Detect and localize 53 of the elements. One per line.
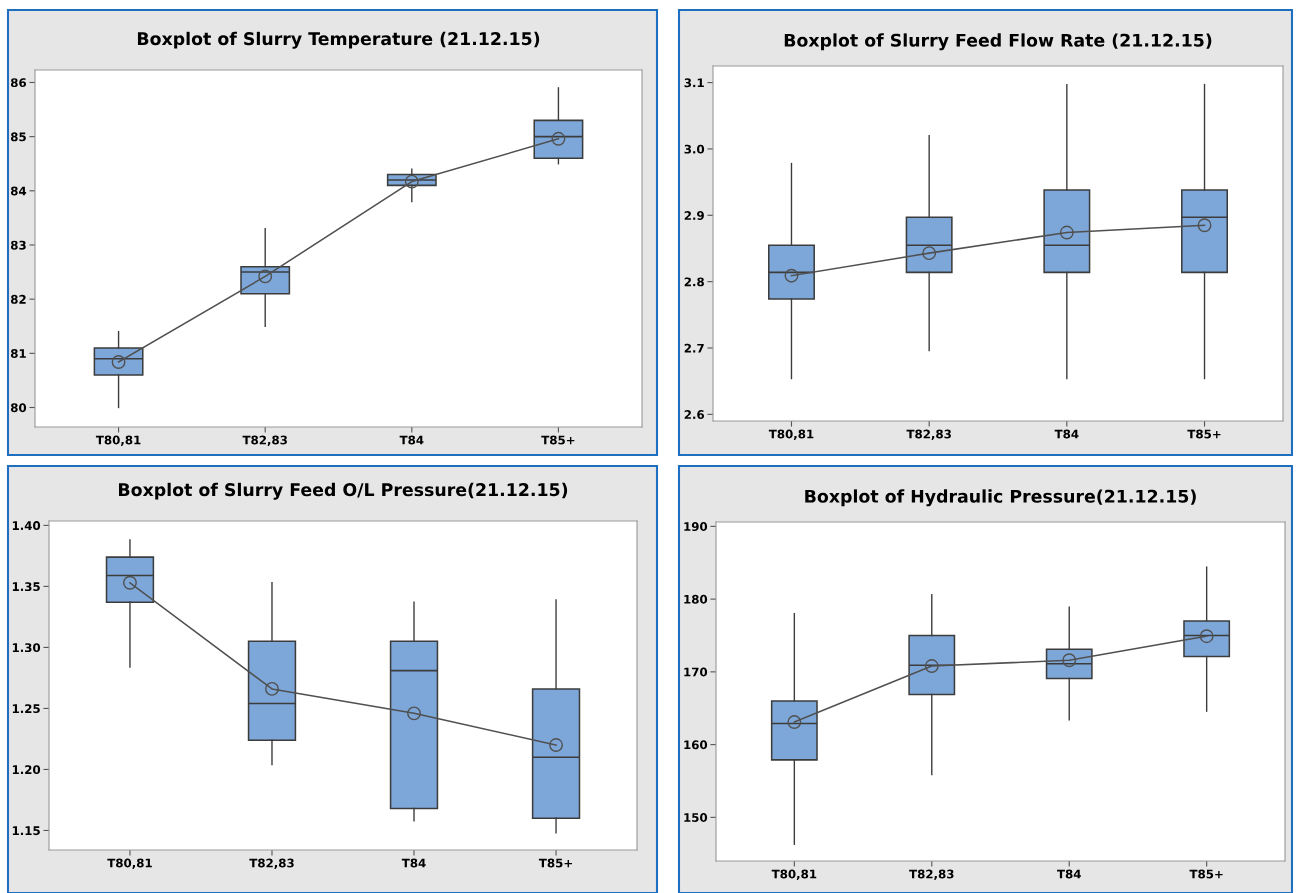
x-tick-label: T80,81 <box>768 429 814 440</box>
x-tick-label: T85+ <box>541 435 575 445</box>
y-tick-label: 80 <box>10 403 27 413</box>
point <box>1059 225 1074 240</box>
point <box>404 174 419 189</box>
x-tick-label: T85+ <box>1187 429 1221 439</box>
y-tick-label: 83 <box>10 240 26 250</box>
x-tick-label: T85+ <box>1189 869 1223 879</box>
y-tick-label: 180 <box>684 594 708 604</box>
x-tick-label: T82,83 <box>242 435 287 446</box>
y-tick-label: 2.9 <box>684 211 704 220</box>
x-tick-label: T80,81 <box>95 435 141 446</box>
point <box>924 659 939 673</box>
x-tick-label: T80,81 <box>107 858 152 869</box>
y-tick-label: 81 <box>10 349 26 358</box>
x-tick-label: T84 <box>399 435 424 445</box>
y-tick-label: 1.20 <box>12 765 41 775</box>
y-tick-label: 150 <box>684 813 708 822</box>
y-tick-label: 1.35 <box>12 582 40 592</box>
x-tick-label: T82,83 <box>906 429 951 440</box>
point <box>922 246 937 261</box>
x-tick-label: T84 <box>401 858 426 868</box>
y-tick-label: 1.40 <box>12 521 41 531</box>
x-tick-label: T84 <box>1054 429 1079 439</box>
x-tick-label: T84 <box>1057 869 1081 879</box>
y-tick-label: 82 <box>10 294 26 304</box>
x-tick-label: T82,83 <box>909 869 954 880</box>
point <box>265 681 279 696</box>
point <box>407 706 421 721</box>
y-tick-label: 1.15 <box>12 826 40 836</box>
y-tick-label: 2.7 <box>684 343 704 353</box>
x-tick-label: T82,83 <box>249 858 294 869</box>
y-tick-label: 3.1 <box>684 78 704 88</box>
chart-title: Boxplot of Slurry Feed O/L Pressure(21.12.15) <box>119 482 568 500</box>
y-tick-label: 85 <box>10 132 26 142</box>
x-tick-label: T85+ <box>538 858 572 868</box>
y-tick-label: 190 <box>684 522 708 532</box>
y-tick-label: 86 <box>10 78 27 88</box>
y-tick-label: 3.0 <box>684 144 705 154</box>
y-tick-label: 1.25 <box>12 704 40 714</box>
chart-title: Boxplot of Hydraulic Pressure(21.12.15) <box>805 489 1196 507</box>
y-tick-label: 1.30 <box>12 643 41 653</box>
point <box>787 715 802 729</box>
y-tick-label: 84 <box>10 186 27 196</box>
y-tick-label: 2.8 <box>684 277 704 287</box>
y-tick-label: 170 <box>684 667 708 677</box>
x-tick-label: T80,81 <box>771 869 817 880</box>
y-tick-label: 160 <box>684 740 708 750</box>
y-tick-label: 2.6 <box>684 410 705 420</box>
chart-title: Boxplot of Slurry Feed Flow Rate (21.12.15) <box>784 33 1212 51</box>
point <box>1197 218 1212 233</box>
point <box>549 738 563 752</box>
chart-title: Boxplot of Slurry Temperature (21.12.15) <box>137 31 540 49</box>
